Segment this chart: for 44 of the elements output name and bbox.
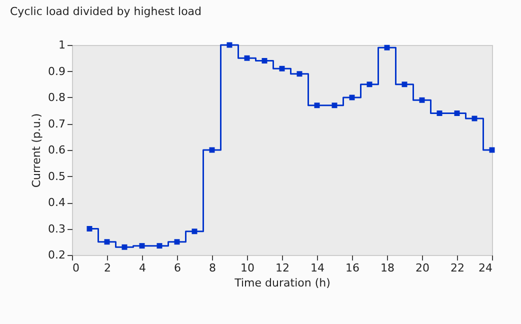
- point: [122, 244, 128, 250]
- point: [279, 66, 285, 72]
- x-tick-label: 0: [72, 262, 80, 274]
- x-tick-label: 22: [450, 262, 464, 274]
- x-tick-label: 18: [380, 262, 394, 274]
- point: [314, 102, 320, 108]
- point: [104, 239, 110, 245]
- point: [436, 110, 442, 116]
- x-tick-label: 24: [478, 262, 492, 274]
- point: [366, 82, 372, 88]
- point: [419, 97, 425, 103]
- y-tick-label: 0.3: [48, 222, 66, 236]
- y-tick-label: 0.9: [48, 64, 66, 78]
- point: [139, 243, 145, 249]
- x-tick-label: 6: [174, 262, 181, 274]
- point: [262, 58, 268, 64]
- x-tick-label: 4: [139, 262, 146, 274]
- chart-title: Cyclic load divided by highest load: [10, 5, 202, 18]
- y-tick-label: 0.4: [48, 196, 66, 209]
- point: [244, 55, 250, 61]
- point: [156, 243, 162, 249]
- x-tick-label: 12: [276, 262, 290, 274]
- point: [454, 110, 460, 116]
- y-tick-label: 0.6: [48, 144, 66, 156]
- y-tick-label: 0.7: [48, 117, 66, 130]
- x-tick-label: 16: [346, 262, 360, 274]
- x-tick-label: 10: [240, 262, 254, 274]
- y-tick-label: 0.8: [48, 91, 66, 104]
- x-tick-label: 8: [209, 262, 216, 274]
- y-tick-label: 1: [58, 38, 66, 52]
- point: [384, 44, 390, 50]
- point: [402, 82, 408, 88]
- x-tick-label: 2: [104, 262, 111, 274]
- point: [332, 102, 338, 108]
- point: [86, 226, 92, 232]
- y-axis-title: Current (p.u.): [30, 113, 44, 188]
- x-tick-label: 20: [416, 262, 430, 274]
- x-axis-title: Time duration (h): [234, 276, 330, 290]
- y-tick-label: 0.5: [48, 170, 66, 183]
- point: [296, 71, 302, 77]
- x-tick-label: 14: [310, 262, 324, 274]
- point: [174, 239, 180, 245]
- y-tick-label: 0.2: [48, 248, 66, 262]
- point: [192, 228, 198, 234]
